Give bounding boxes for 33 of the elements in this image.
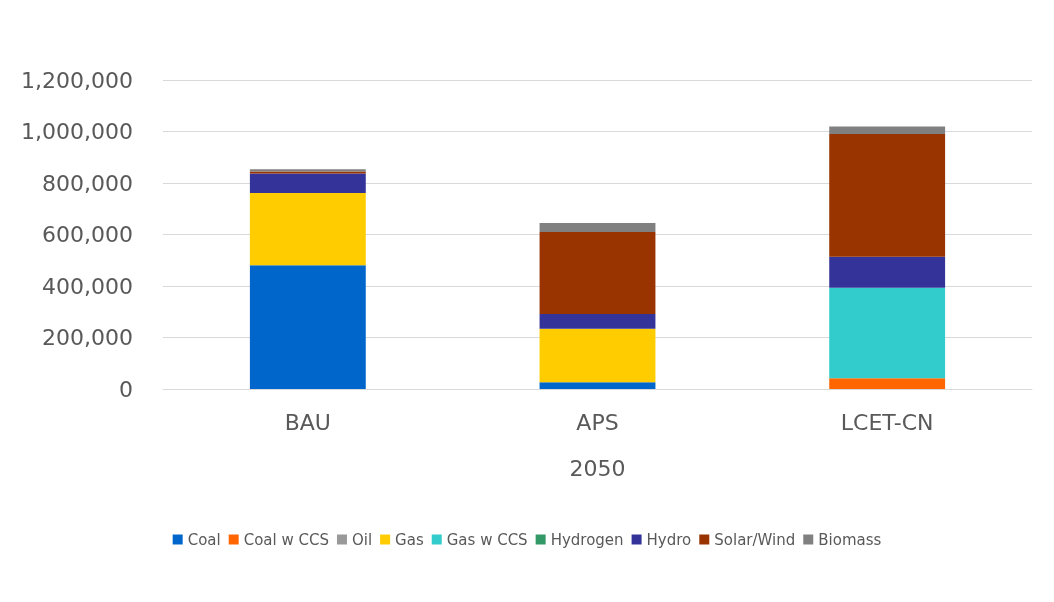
y-tick-label: 200,000	[42, 325, 133, 350]
bar	[249, 193, 366, 266]
bar	[829, 126, 946, 135]
legend-label: Coal	[187, 530, 221, 549]
bar	[539, 222, 656, 232]
legend-label: Biomass	[818, 530, 882, 549]
x-tick-label: BAU	[284, 409, 331, 435]
bar	[829, 256, 946, 288]
y-tick-label: 800,000	[42, 170, 133, 196]
legend-label: Gas	[395, 530, 424, 549]
y-tick-label: 0	[119, 376, 133, 402]
bar	[249, 265, 366, 389]
bar	[539, 382, 656, 389]
y-tick-label: 1,200,000	[21, 67, 133, 93]
bar	[829, 378, 946, 389]
x-axis-title: 2050	[569, 455, 626, 481]
bar	[539, 231, 656, 315]
legend-label: Solar/Wind	[714, 530, 796, 549]
legend-label: Gas w CCS	[446, 530, 528, 549]
bar	[829, 287, 946, 379]
bar	[539, 328, 656, 383]
bar	[249, 173, 366, 194]
y-tick-label: 1,000,000	[21, 119, 133, 144]
y-tick-label: 600,000	[42, 222, 133, 247]
x-tick-label: LCET-CN	[840, 409, 934, 435]
bar	[829, 134, 946, 257]
bar	[539, 314, 656, 329]
legend-label: Oil	[351, 530, 373, 549]
legend-label: Coal w CCS	[243, 530, 329, 549]
legend-label: Hydro	[646, 530, 692, 549]
y-tick-label: 400,000	[42, 273, 133, 299]
legend-label: Hydrogen	[550, 530, 624, 549]
x-tick-label: APS	[576, 409, 619, 435]
